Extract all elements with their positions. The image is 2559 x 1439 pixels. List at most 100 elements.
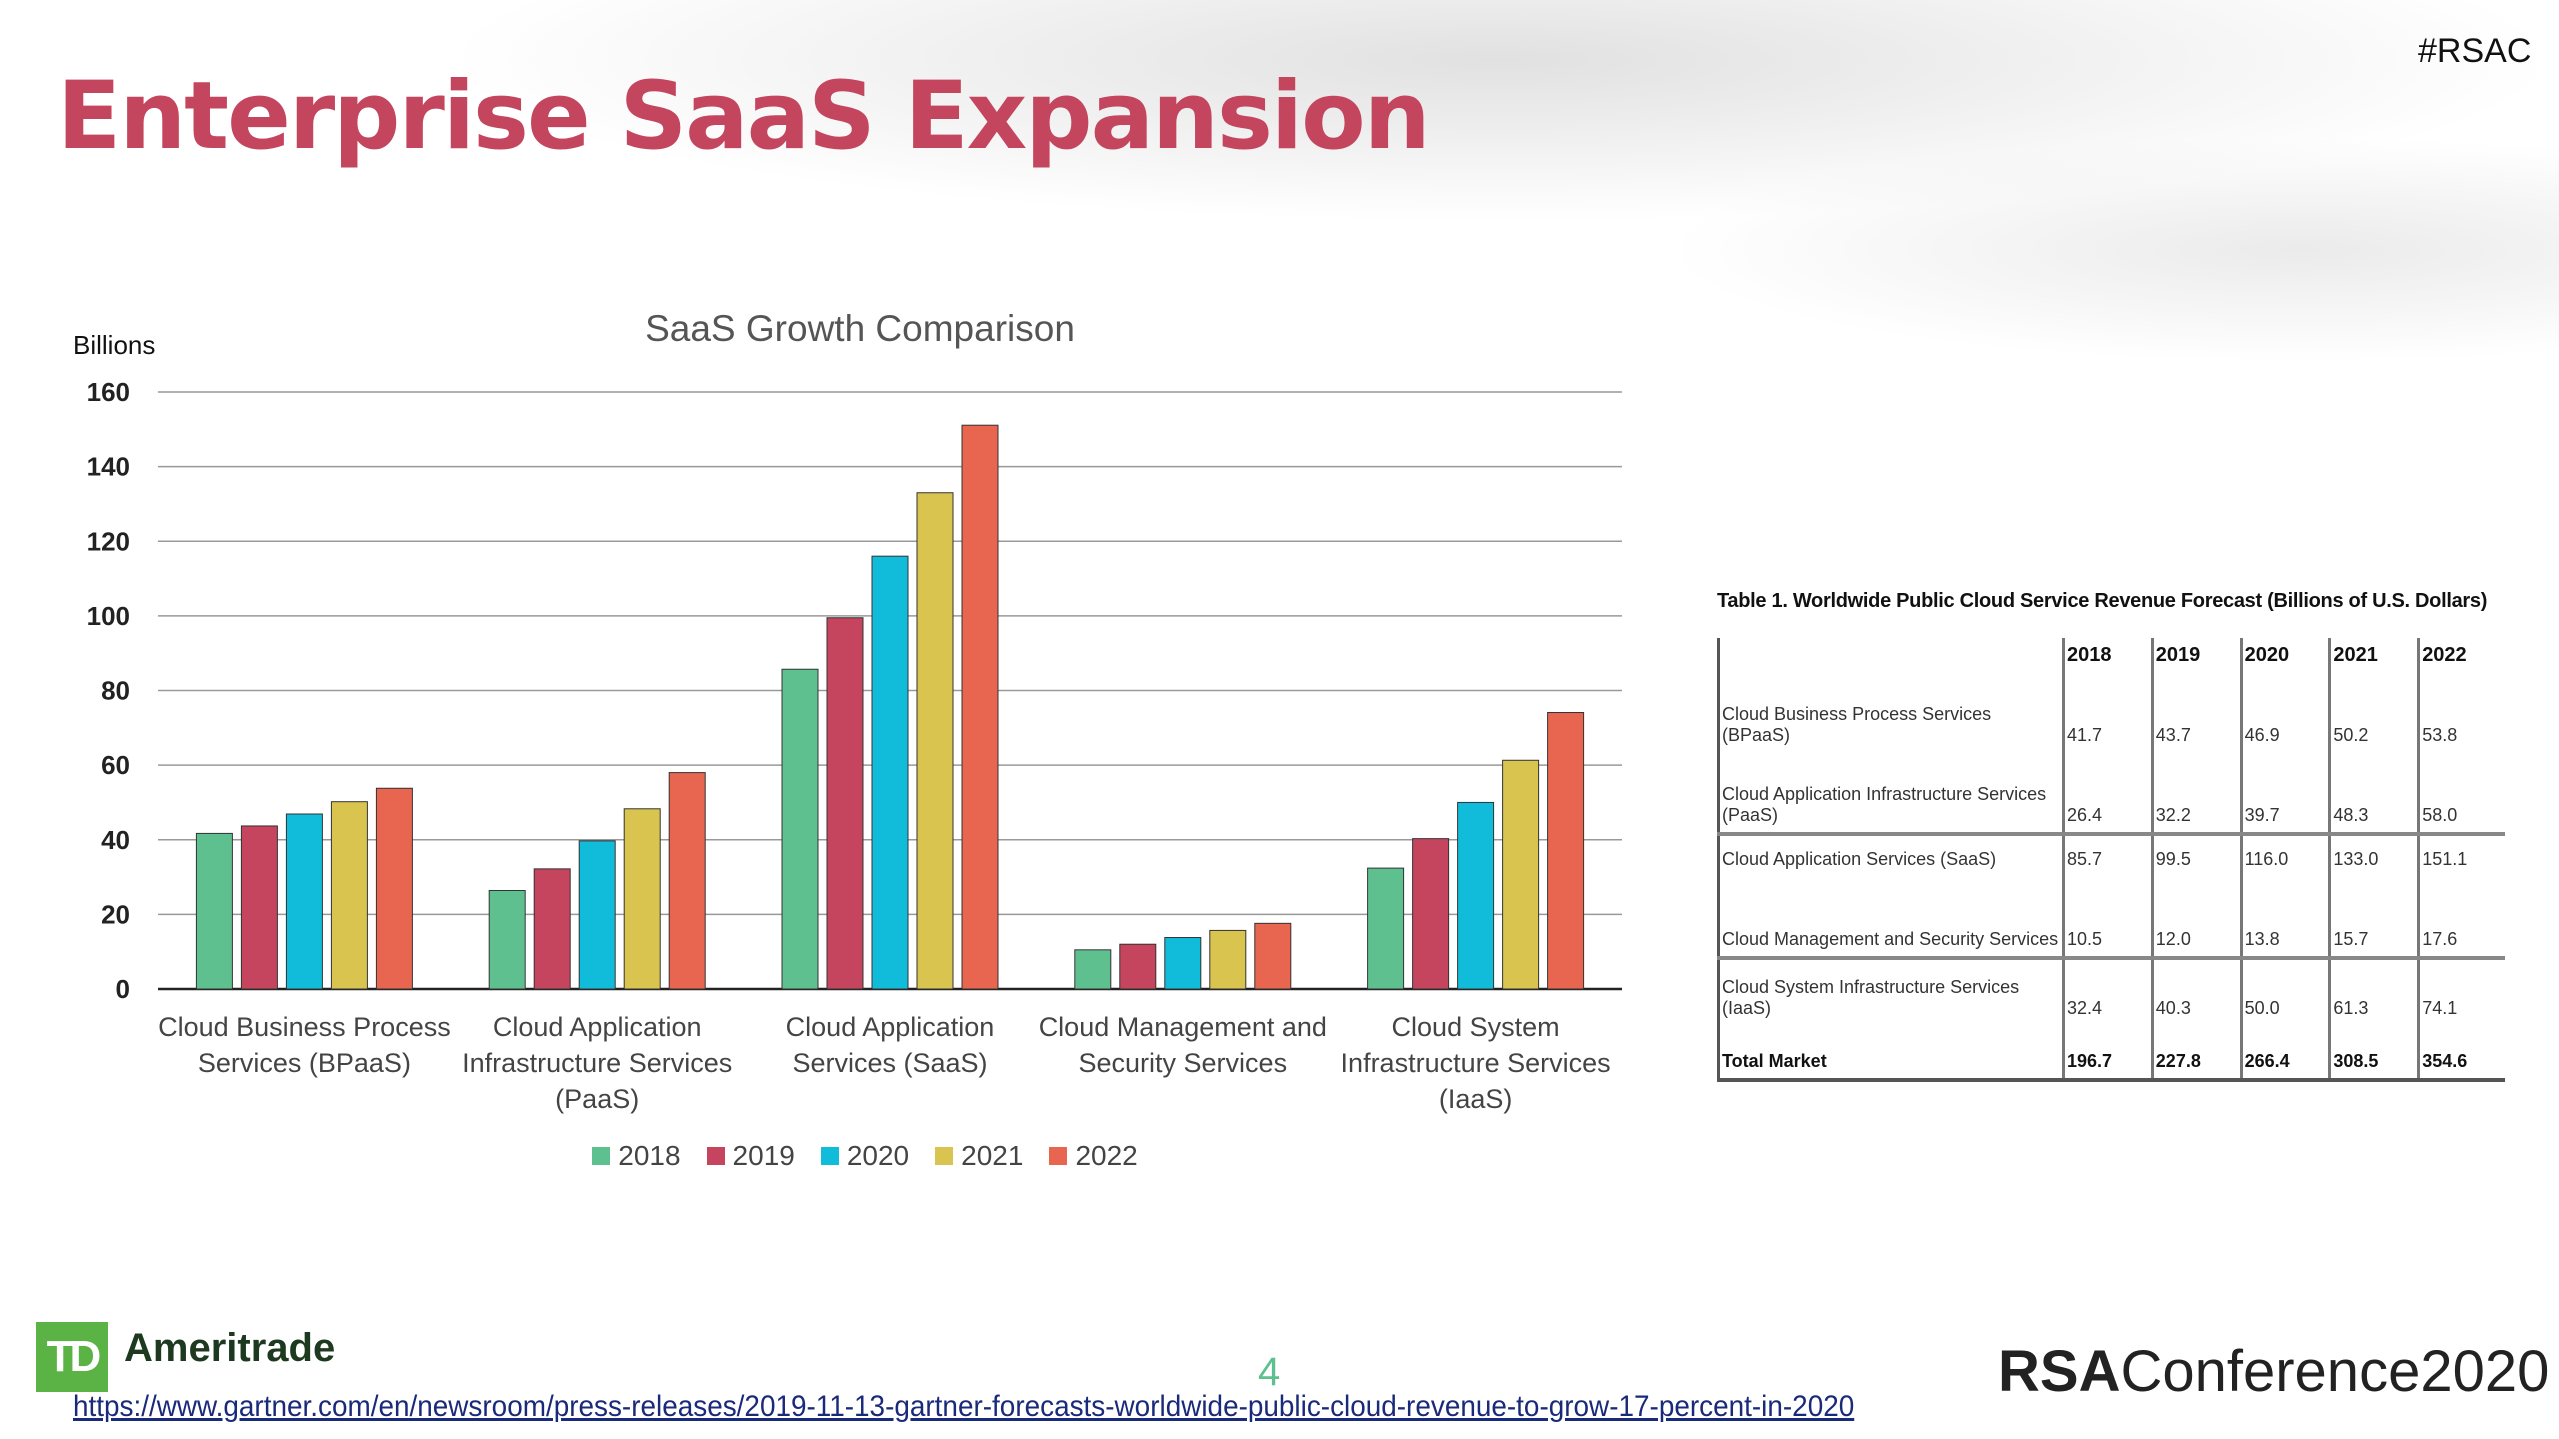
cell: 50.2 [2328,680,2419,752]
cell: 32.2 [2150,752,2242,834]
x-tick-label: Infrastructure Services [462,1048,732,1078]
table-total-row: Total Market 196.7 227.8 266.4 308.5 354… [1717,1025,2505,1082]
y-tick-label: 120 [87,526,130,556]
forecast-table: 2018 2019 2020 2021 2022 Cloud Business … [1717,638,2505,1082]
header-cell: 2018 [2062,638,2153,680]
cell: 41.7 [2062,680,2153,752]
x-tick-label: Cloud Application [493,1012,702,1042]
bar-2020 [1457,801,1495,990]
page-title: Enterprise SaaS Expansion [57,62,1431,171]
table-row: Cloud Application Services (SaaS) 85.7 9… [1717,832,2505,876]
y-tick-label: 60 [101,750,130,780]
bar-2022 [375,787,413,990]
bar-2021 [1209,929,1247,990]
bar-2021 [1502,759,1540,990]
bar-chart: 0 20 40 60 80 100 120 140 160 Cloud Business Proc… [87,377,1622,1114]
cell: 266.4 [2239,1025,2330,1082]
hashtag: #RSAC [2418,32,2532,70]
cell: 53.8 [2417,680,2505,752]
bar-2021 [330,801,368,990]
table-title: Table 1. Worldwide Public Cloud Service … [1717,590,2488,612]
cell: 227.8 [2150,1025,2242,1082]
x-tick-label: Cloud Management and [1039,1012,1327,1042]
bar-2022 [1254,922,1292,990]
y-tick-label: 20 [101,899,130,929]
cell: 40.3 [2150,956,2242,1025]
x-tick-label: Services (BPaaS) [198,1048,411,1078]
y-tick-label: 100 [87,601,130,631]
legend-swatch [1049,1147,1068,1165]
cell: 116.0 [2239,832,2330,876]
y-tick-label: 0 [116,974,130,1004]
legend-item: 2020 [820,1140,910,1172]
cell: 46.9 [2239,680,2330,752]
table-header-row: 2018 2019 2020 2021 2022 [1717,638,2505,680]
y-tick-label: 80 [101,676,130,706]
cell: 151.1 [2417,832,2505,876]
cell: 50.0 [2239,956,2330,1025]
source-link[interactable]: https://www.gartner.com/en/newsroom/pres… [73,1390,1855,1423]
bar-2019 [1412,838,1450,990]
cell: 61.3 [2328,956,2419,1025]
legend-label: 2018 [618,1140,681,1171]
x-tick-label: Cloud System [1392,1012,1560,1042]
header-cell: 2019 [2150,638,2242,680]
cell: 196.7 [2062,1025,2153,1082]
cell: 99.5 [2150,832,2242,876]
bar-2018 [1074,949,1112,990]
row-label: Cloud Management and Security Services [1717,876,2064,958]
bar-2019 [826,617,864,990]
header-cell: 2020 [2239,638,2330,680]
cell: 85.7 [2062,832,2153,876]
ameritrade-logo-text: Ameritrade [124,1326,336,1370]
bar-2019 [1119,943,1157,990]
bar-2021 [916,492,954,990]
rsa-logo-text: Conference2020 [2120,1339,2550,1404]
x-tick-label: Services (SaaS) [792,1048,987,1078]
x-tick-label: Security Services [1079,1048,1288,1078]
x-tick-label: Cloud Business Process [158,1012,451,1042]
td-logo: TD [36,1322,108,1392]
y-tick-label: 140 [87,452,130,482]
row-label: Cloud System Infrastructure Services (Ia… [1717,956,2064,1025]
row-label: Cloud Business Process Services (BPaaS) [1717,680,2064,752]
legend-item: 2022 [1049,1140,1138,1172]
bar-2022 [1547,712,1585,990]
bar-2019 [240,825,278,990]
table-row: Cloud Management and Security Services 1… [1717,876,2505,958]
cell: 17.6 [2417,876,2505,958]
row-label: Total Market [1717,1025,2064,1082]
bar-2019 [533,868,571,990]
cell: 32.4 [2062,956,2153,1025]
y-axis-label: Billions [73,330,156,360]
x-tick-label: Cloud Application [786,1012,995,1042]
page-number: 4 [1258,1350,1281,1394]
legend-label: 2019 [732,1140,795,1171]
bar-2020 [285,813,323,990]
bar-2022 [961,424,999,990]
chart-legend: 2018 2019 2020 2021 2022 [0,1140,1730,1172]
bar-2021 [623,808,661,990]
cell: 58.0 [2417,752,2505,834]
bar-2020 [1164,937,1202,990]
cell: 26.4 [2062,752,2153,834]
background-swoosh [0,0,2559,420]
y-tick-label: 40 [101,825,130,855]
table-row: Cloud System Infrastructure Services (Ia… [1717,956,2505,1025]
legend-swatch [592,1147,611,1165]
row-label: Cloud Application Infrastructure Service… [1717,752,2064,834]
header-cell [1717,638,2064,680]
chart-title: SaaS Growth Comparison [645,308,1075,349]
cell: 39.7 [2239,752,2330,834]
cell: 43.7 [2150,680,2242,752]
legend-label: 2021 [961,1140,1024,1171]
cell: 15.7 [2328,876,2419,958]
header-cell: 2022 [2417,638,2505,680]
cell: 308.5 [2328,1025,2419,1082]
legend-item: 2019 [706,1140,795,1172]
x-tick-label: (PaaS) [555,1084,639,1114]
bar-2018 [1367,867,1405,990]
rsa-logo-bold: RSA [1998,1339,2121,1404]
legend-label: 2020 [846,1140,910,1171]
table-row: Cloud Application Infrastructure Service… [1717,752,2505,834]
